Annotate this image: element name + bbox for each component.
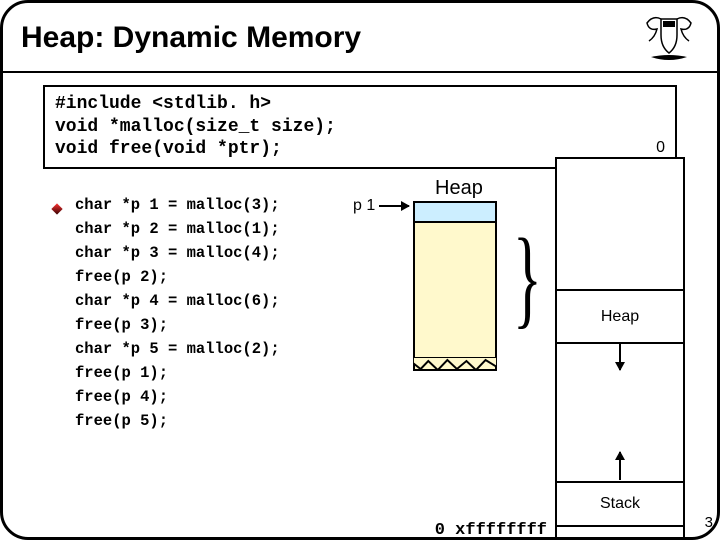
heap-body-cell	[413, 223, 497, 371]
code-line: free(p 3);	[75, 313, 280, 337]
heap-top-cell	[413, 201, 497, 223]
heap-box	[413, 201, 497, 371]
code-line: char *p 2 = malloc(1);	[75, 217, 280, 241]
bullet-icon	[51, 203, 62, 214]
code-line: char *p 1 = malloc(3);	[75, 193, 280, 217]
code-line: free(p 2);	[75, 265, 280, 289]
brace-icon: }	[513, 222, 542, 332]
content-area: #include <stdlib. h> void *malloc(size_t…	[3, 73, 717, 540]
stack-segment: Stack	[555, 481, 685, 527]
arrow-up-icon	[619, 452, 621, 480]
page-number: 3	[705, 514, 713, 531]
code-block: char *p 1 = malloc(3); char *p 2 = mallo…	[75, 193, 280, 433]
code-line: char *p 3 = malloc(4);	[75, 241, 280, 265]
proto-line: #include <stdlib. h>	[55, 93, 665, 116]
stack-segment-label: Stack	[600, 495, 640, 513]
memory-layout: 0 Heap Stack	[555, 157, 685, 540]
code-line: free(p 1);	[75, 361, 280, 385]
heap-segment-label: Heap	[601, 308, 639, 326]
code-line: char *p 4 = malloc(6);	[75, 289, 280, 313]
p1-arrow-icon	[379, 205, 409, 207]
heap-diagram: p 1 Heap }	[373, 179, 533, 489]
arrow-down-icon	[619, 344, 621, 370]
p1-label: p 1	[353, 197, 375, 215]
slide-title: Heap: Dynamic Memory	[21, 21, 361, 55]
heap-title: Heap	[435, 177, 483, 200]
title-bar: Heap: Dynamic Memory	[3, 3, 717, 73]
prototype-box: #include <stdlib. h> void *malloc(size_t…	[43, 85, 677, 169]
torn-edge-icon	[413, 357, 497, 371]
memory-column: Heap Stack	[555, 157, 685, 540]
code-line: free(p 5);	[75, 409, 280, 433]
code-line: free(p 4);	[75, 385, 280, 409]
crest-icon	[639, 13, 699, 63]
addr-zero: 0	[656, 139, 665, 157]
heap-segment: Heap	[555, 289, 685, 344]
code-line: char *p 5 = malloc(2);	[75, 337, 280, 361]
addr-max: 0 xffffffff	[435, 521, 547, 540]
proto-line: void *malloc(size_t size);	[55, 116, 665, 139]
slide-frame: Heap: Dynamic Memory #include <stdlib. h…	[0, 0, 720, 540]
